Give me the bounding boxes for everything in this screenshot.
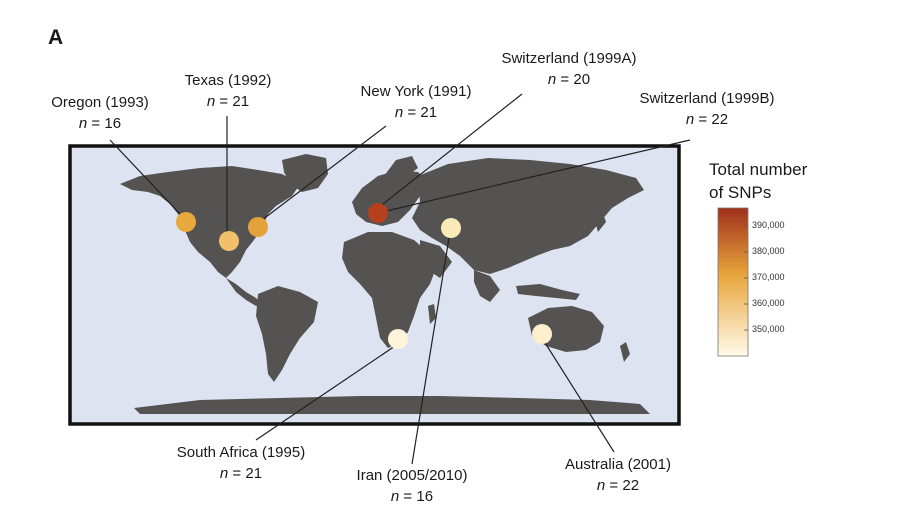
legend-tick-label: 390,000 — [752, 220, 785, 230]
site-name: Iran (2005/2010) — [356, 467, 468, 484]
asia — [412, 158, 644, 274]
site-label-iran: Iran (2005/2010) n = 16 — [342, 465, 482, 507]
legend-tick-marks — [744, 225, 748, 331]
north-america — [120, 166, 300, 278]
legend-tick-label: 370,000 — [752, 272, 785, 282]
legend-tick-label: 380,000 — [752, 246, 785, 256]
site-marker-texas — [219, 231, 239, 251]
leader-line-australia — [541, 337, 615, 453]
site-marker-new-york — [248, 217, 268, 237]
site-label-switzerland-b: Switzerland (1999B) n = 22 — [624, 88, 790, 130]
site-name: New York (1991) — [360, 83, 472, 100]
site-label-switzerland-a: Switzerland (1999A) n = 20 — [486, 48, 652, 90]
leader-line-oregon — [109, 139, 181, 215]
japan — [594, 210, 606, 232]
leader-line-switzerland-b — [381, 139, 691, 213]
leader-line-iran — [411, 231, 451, 465]
legend-color-bar — [717, 207, 749, 357]
site-n: n = 16 — [78, 115, 122, 132]
legend-tick-label: 360,000 — [752, 298, 785, 308]
legend-title-line1: Total number — [709, 160, 808, 179]
site-name: Switzerland (1999A) — [501, 50, 637, 67]
legend-title: Total number of SNPs — [709, 158, 807, 204]
site-label-oregon: Oregon (1993) n = 16 — [42, 92, 158, 134]
site-name: Switzerland (1999B) — [639, 90, 775, 107]
site-markers — [176, 203, 552, 349]
site-name: Texas (1992) — [184, 72, 272, 89]
new-zealand — [620, 342, 630, 362]
antarctica — [134, 396, 650, 414]
site-name: Oregon (1993) — [51, 94, 149, 111]
site-n: n = 21 — [219, 465, 263, 482]
panel-label: A — [48, 26, 64, 49]
site-name: Australia (2001) — [565, 456, 671, 473]
central-america — [226, 278, 262, 306]
site-n: n = 22 — [685, 111, 729, 128]
site-label-australia: Australia (2001) n = 22 — [548, 454, 688, 496]
madagascar — [428, 304, 436, 324]
site-name: South Africa (1995) — [176, 444, 306, 461]
site-marker-switzerland — [368, 203, 388, 223]
leader-lines — [109, 93, 691, 465]
scandinavia — [384, 156, 418, 178]
greenland — [282, 154, 328, 192]
site-n: n = 16 — [390, 488, 434, 505]
site-marker-south-africa — [388, 329, 408, 349]
leader-line-south-africa — [255, 343, 399, 441]
leader-line-switzerland-a — [377, 93, 523, 209]
site-label-texas: Texas (1992) n = 21 — [172, 70, 284, 112]
legend-tick-label: 350,000 — [752, 324, 785, 334]
site-label-new-york: New York (1991) n = 21 — [344, 81, 488, 123]
site-n: n = 21 — [206, 93, 250, 110]
legend-title-line2: of SNPs — [709, 183, 772, 202]
site-marker-oregon — [176, 212, 196, 232]
site-n: n = 22 — [596, 477, 640, 494]
site-n: n = 20 — [547, 71, 591, 88]
leader-line-new-york — [261, 125, 387, 221]
africa — [342, 232, 436, 348]
site-n: n = 21 — [394, 104, 438, 121]
site-label-south-africa: South Africa (1995) n = 21 — [162, 442, 320, 484]
south-america — [256, 286, 318, 382]
site-marker-iran — [441, 218, 461, 238]
indonesia — [516, 284, 580, 300]
site-marker-australia — [532, 324, 552, 344]
india — [474, 270, 500, 302]
